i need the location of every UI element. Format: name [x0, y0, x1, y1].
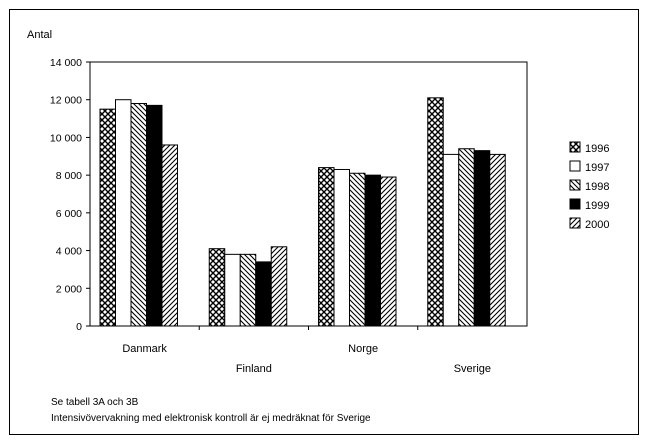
x-tick-label-sverige: Sverige: [454, 363, 491, 375]
legend-label-2000: 2000: [585, 219, 609, 231]
y-axis-label: Antal: [27, 29, 53, 41]
bar-danmark-1997: [115, 99, 132, 327]
bar-finland-1998: [239, 253, 257, 327]
x-tick-label-norge: Norge: [348, 343, 378, 355]
bar-finland-1999: [255, 261, 272, 327]
legend-swatch-1996: [569, 141, 581, 153]
legend-label-1999: 1999: [585, 200, 609, 212]
y-tick-label: 2 000: [56, 283, 82, 295]
legend-label-1998: 1998: [585, 181, 609, 193]
bar-norge-2000: [380, 176, 397, 327]
legend-swatch-1999: [569, 198, 581, 210]
y-tick-label: 12 000: [50, 95, 82, 107]
y-tick-label: 0: [76, 321, 82, 333]
bar-norge-1998: [349, 172, 366, 327]
bar-danmark-2000: [161, 144, 178, 327]
bar-finland-1996: [208, 248, 226, 327]
bar-finland-1997: [224, 253, 241, 327]
bar-norge-1996: [318, 167, 335, 327]
bar-danmark-1999: [146, 104, 163, 327]
legend-label-1997: 1997: [585, 162, 609, 174]
y-tick-label: 4 000: [56, 246, 82, 258]
y-tick-label: 8 000: [56, 170, 82, 182]
bar-sverige-1999: [473, 150, 491, 327]
note-tables: Se tabell 3A och 3B: [51, 397, 139, 408]
x-tick-label-finland: Finland: [236, 363, 272, 375]
legend-swatch-1997: [569, 160, 581, 172]
bar-danmark-1996: [99, 108, 116, 327]
y-tick-label: 14 000: [50, 57, 82, 69]
legend-label-1996: 1996: [585, 143, 609, 155]
y-tick-label: 6 000: [56, 208, 82, 220]
legend-swatch-1998: [569, 179, 581, 191]
bar-sverige-1996: [427, 97, 444, 327]
bar-norge-1997: [333, 168, 350, 327]
bar-danmark-1998: [130, 102, 147, 327]
bar-sverige-1998: [458, 148, 475, 327]
x-tick-label-danmark: Danmark: [122, 343, 167, 355]
bar-sverige-1997: [442, 153, 460, 327]
bar-norge-1999: [364, 174, 381, 327]
y-tick-label: 10 000: [50, 132, 82, 144]
note-intensive-monitoring: Intensivövervakning med elektronisk kont…: [51, 413, 371, 424]
legend-swatch-2000: [569, 217, 581, 229]
bar-sverige-2000: [489, 153, 506, 327]
bar-finland-2000: [270, 246, 288, 327]
